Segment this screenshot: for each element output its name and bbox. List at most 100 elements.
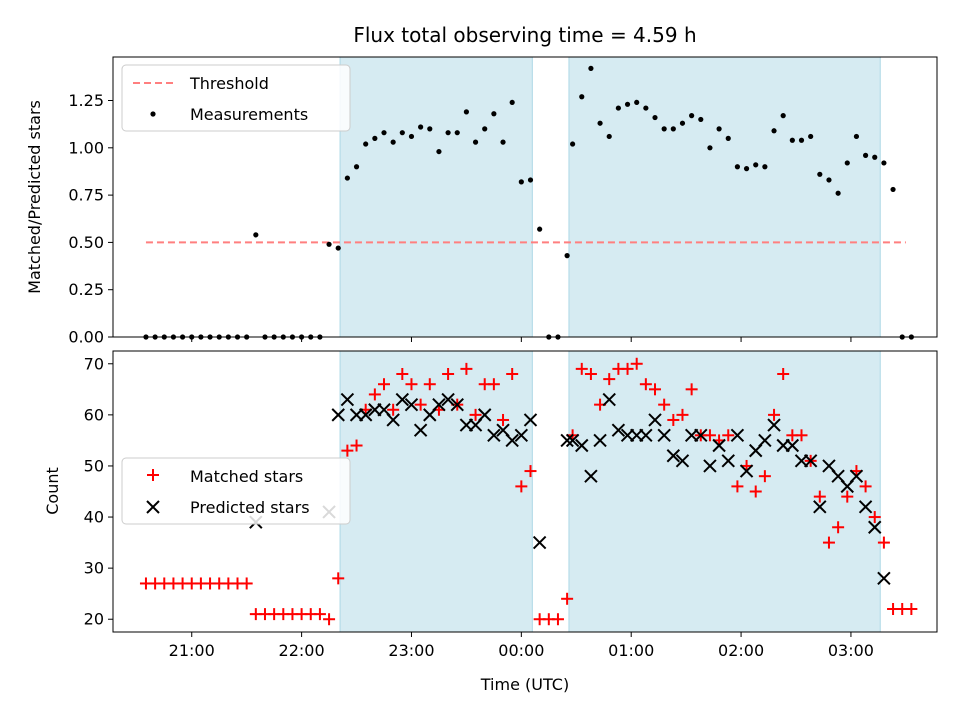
bottom-panel: 20 30 40 50 60 70 21:00 22:00 23:00 00:00 01:00 02:… bbox=[43, 350, 938, 694]
measurement-point bbox=[500, 139, 506, 145]
predicted-star-point bbox=[712, 438, 726, 453]
predicted-star-point bbox=[666, 449, 681, 463]
measurement-point bbox=[762, 164, 768, 170]
measurement-point bbox=[463, 109, 470, 115]
matched-star-point bbox=[649, 383, 662, 396]
measurement-point bbox=[445, 130, 451, 136]
x-tick-label: 21:00 bbox=[169, 641, 215, 660]
y-tick-label: 60 bbox=[84, 405, 104, 424]
matched-star-point bbox=[905, 603, 918, 616]
matched-star-point bbox=[561, 592, 574, 605]
measurement-point bbox=[734, 164, 741, 170]
bottom-y-axis-label: Count bbox=[43, 467, 62, 515]
x-axis-label: Time (UTC) bbox=[480, 675, 569, 694]
measurement-point bbox=[634, 99, 640, 106]
matched-star-point bbox=[822, 536, 835, 549]
matched-star-point bbox=[630, 357, 643, 370]
predicted-star-point bbox=[611, 423, 626, 437]
matched-star-point bbox=[368, 388, 381, 401]
matched-star-point bbox=[639, 378, 652, 391]
matched-star-point bbox=[731, 480, 744, 493]
matched-star-point bbox=[676, 408, 689, 421]
predicted-star-point bbox=[532, 535, 547, 550]
bottom-axes-frame bbox=[112, 350, 938, 633]
matched-star-point bbox=[515, 480, 528, 493]
predicted-star-point bbox=[758, 433, 772, 448]
predicted-star-point bbox=[505, 433, 519, 448]
measurement-point bbox=[399, 130, 405, 136]
matched-star-point bbox=[777, 367, 790, 380]
matched-star-point bbox=[378, 378, 391, 391]
observing-window-0 bbox=[339, 56, 533, 338]
chart-title: Flux total observing time = 4.59 h bbox=[353, 23, 696, 47]
predicted-star-point bbox=[584, 469, 598, 483]
measurement-point bbox=[335, 245, 341, 251]
legend-measurements-marker bbox=[150, 111, 156, 117]
measurement-point bbox=[570, 141, 576, 147]
y-tick-label: 0.75 bbox=[68, 186, 104, 205]
measurement-point bbox=[537, 226, 543, 232]
matched-star-point bbox=[240, 577, 253, 590]
measurement-point bbox=[624, 101, 631, 107]
predicted-star-point bbox=[767, 418, 781, 432]
measurement-point bbox=[418, 124, 424, 130]
predicted-star-point bbox=[413, 423, 428, 437]
matched-star-point bbox=[575, 362, 588, 375]
predicted-star-point bbox=[331, 408, 345, 422]
predicted-star-point bbox=[858, 500, 873, 514]
matched-star-point bbox=[813, 490, 826, 503]
matched-star-point bbox=[667, 413, 680, 426]
predicted-star-point bbox=[358, 408, 373, 422]
top-legend: Threshold Measurements bbox=[121, 64, 351, 132]
matched-star-point bbox=[350, 439, 363, 452]
predicted-star-point bbox=[575, 438, 589, 453]
matched-star-point bbox=[703, 429, 716, 442]
top-y-axis-label: Matched/Predicted stars bbox=[25, 100, 44, 294]
measurement-point bbox=[698, 116, 704, 123]
matched-star-point bbox=[868, 511, 881, 524]
y-tick-label: 50 bbox=[84, 456, 104, 475]
measurement-point bbox=[689, 113, 695, 119]
matched-star-point bbox=[768, 408, 781, 421]
matched-star-point bbox=[469, 408, 482, 421]
predicted-star-point bbox=[730, 428, 745, 443]
matched-star-point bbox=[795, 429, 808, 442]
x-tick-label: 00:00 bbox=[498, 641, 544, 660]
measurement-point bbox=[454, 130, 460, 136]
observing-window-1 bbox=[568, 56, 881, 338]
measurement-point bbox=[436, 148, 442, 155]
measurement-point bbox=[381, 130, 387, 136]
legend-threshold-label: Threshold bbox=[189, 74, 269, 93]
measurement-point bbox=[798, 137, 805, 143]
measurement-point bbox=[588, 65, 594, 71]
predicted-star-point bbox=[432, 397, 446, 412]
predicted-star-point bbox=[721, 454, 735, 468]
measurement-point bbox=[408, 133, 415, 140]
measurement-point bbox=[615, 105, 621, 111]
predicted-star-point bbox=[739, 464, 754, 478]
observing-window-1 bbox=[568, 350, 881, 633]
matched-star-point bbox=[396, 367, 409, 380]
matched-star-point bbox=[524, 465, 537, 478]
predicted-star-point bbox=[648, 413, 662, 427]
matched-star-point bbox=[832, 521, 845, 534]
predicted-star-point bbox=[694, 428, 708, 443]
measurement-point bbox=[890, 186, 896, 193]
predicted-star-point bbox=[813, 500, 827, 514]
bottom-legend: Matched stars Predicted stars bbox=[121, 457, 351, 525]
measurement-point bbox=[661, 126, 667, 132]
x-tick-label: 23:00 bbox=[388, 641, 434, 660]
matched-star-point bbox=[658, 398, 671, 411]
matched-star-point bbox=[685, 383, 698, 396]
matched-star-point bbox=[551, 613, 564, 626]
matched-star-point bbox=[414, 398, 427, 411]
predicted-star-point bbox=[877, 571, 891, 586]
measurement-point bbox=[652, 114, 658, 121]
matched-star-point bbox=[859, 480, 872, 493]
measurement-point bbox=[826, 177, 832, 183]
predicted-star-point bbox=[849, 469, 864, 483]
predicted-star-point bbox=[565, 433, 580, 448]
measurement-point bbox=[491, 111, 497, 117]
x-tick-label: 01:00 bbox=[608, 641, 654, 660]
